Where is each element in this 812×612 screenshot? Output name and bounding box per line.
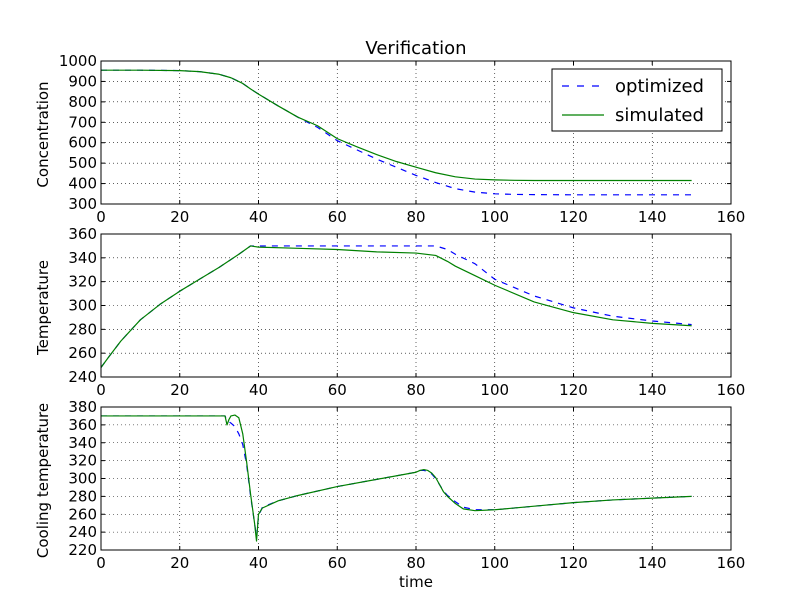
y-tick-label: 280 xyxy=(68,320,97,338)
subplot-1: 0 20 40 60 80 100 120 140 160 300 400 500 600 700 800 9… xyxy=(34,38,745,226)
y-tick-label: 400 xyxy=(68,175,97,193)
legend: optimized simulated xyxy=(551,68,723,132)
legend-label-simulated: simulated xyxy=(615,105,704,126)
x-tick-label: 0 xyxy=(96,381,106,399)
y-tick-label: 900 xyxy=(68,72,97,90)
y-tick-label: 280 xyxy=(68,487,97,505)
y-tick-label: 260 xyxy=(68,505,97,523)
x-tick-label: 140 xyxy=(638,554,667,572)
y-tick-label: 600 xyxy=(68,134,97,152)
x-tick-label: 80 xyxy=(406,554,425,572)
x-tick-label: 0 xyxy=(96,208,106,226)
x-tick-label: 160 xyxy=(717,208,746,226)
x-tick-label: 60 xyxy=(328,381,347,399)
x-tick-label: 160 xyxy=(717,554,746,572)
x-tick-label: 20 xyxy=(170,381,189,399)
x-tick-label: 20 xyxy=(170,208,189,226)
chart-title: Verification xyxy=(365,38,466,59)
x-tick-label: 20 xyxy=(170,554,189,572)
x-tick-label: 100 xyxy=(480,554,509,572)
axes-frame xyxy=(100,233,732,378)
y-tick-label: 1000 xyxy=(59,52,97,70)
x-tick-label: 140 xyxy=(638,208,667,226)
x-tick-label: 80 xyxy=(406,381,425,399)
x-tick-label: 120 xyxy=(559,208,588,226)
x-tick-label: 40 xyxy=(249,208,268,226)
x-tick-label: 120 xyxy=(559,381,588,399)
y-axis-label: Concentration xyxy=(34,81,52,187)
x-tick-label: 140 xyxy=(638,381,667,399)
x-tick-label: 60 xyxy=(328,208,347,226)
y-tick-label: 360 xyxy=(68,416,97,434)
y-tick-label: 340 xyxy=(68,434,97,452)
y-tick-label: 240 xyxy=(68,368,97,386)
y-tick-label: 300 xyxy=(68,297,97,315)
series-line-simulated xyxy=(101,69,692,182)
y-tick-label: 320 xyxy=(68,452,97,470)
subplot-2: 0 20 40 60 80 100 120 140 160 240 260 280 300 320 340 3… xyxy=(34,225,745,399)
y-tick-label: 380 xyxy=(68,398,97,416)
x-tick-label: 60 xyxy=(328,554,347,572)
series-line-optimized xyxy=(100,245,692,368)
y-tick-label: 220 xyxy=(68,541,97,559)
x-tick-label: 160 xyxy=(717,381,746,399)
y-tick-label: 800 xyxy=(68,93,97,111)
legend-label-optimized: optimized xyxy=(615,76,704,97)
axes-frame xyxy=(100,406,732,551)
x-axis-label: time xyxy=(399,573,433,591)
y-axis-label: Temperature xyxy=(34,260,52,356)
x-tick-label: 100 xyxy=(480,208,509,226)
y-tick-label: 340 xyxy=(68,249,97,267)
y-tick-label: 300 xyxy=(68,470,97,488)
series-line-simulated xyxy=(100,245,692,368)
subplot-3: 0 20 40 60 80 100 120 140 1602202402602803003203… xyxy=(34,398,745,591)
series-line-simulated xyxy=(101,414,692,542)
y-tick-label: 700 xyxy=(68,113,97,131)
x-tick-label: 40 xyxy=(249,554,268,572)
legend-box xyxy=(551,68,723,132)
x-tick-label: 80 xyxy=(406,208,425,226)
y-tick-label: 260 xyxy=(68,344,97,362)
x-tick-label: 40 xyxy=(249,381,268,399)
x-tick-label: 0 xyxy=(96,554,106,572)
y-axis-label: Cooling temperature xyxy=(34,403,52,558)
y-tick-label: 240 xyxy=(68,523,97,541)
x-tick-label: 100 xyxy=(480,381,509,399)
x-tick-label: 120 xyxy=(559,554,588,572)
y-tick-label: 300 xyxy=(68,195,97,213)
y-tick-label: 320 xyxy=(68,273,97,291)
y-tick-label: 500 xyxy=(68,154,97,172)
y-tick-label: 360 xyxy=(68,225,97,243)
